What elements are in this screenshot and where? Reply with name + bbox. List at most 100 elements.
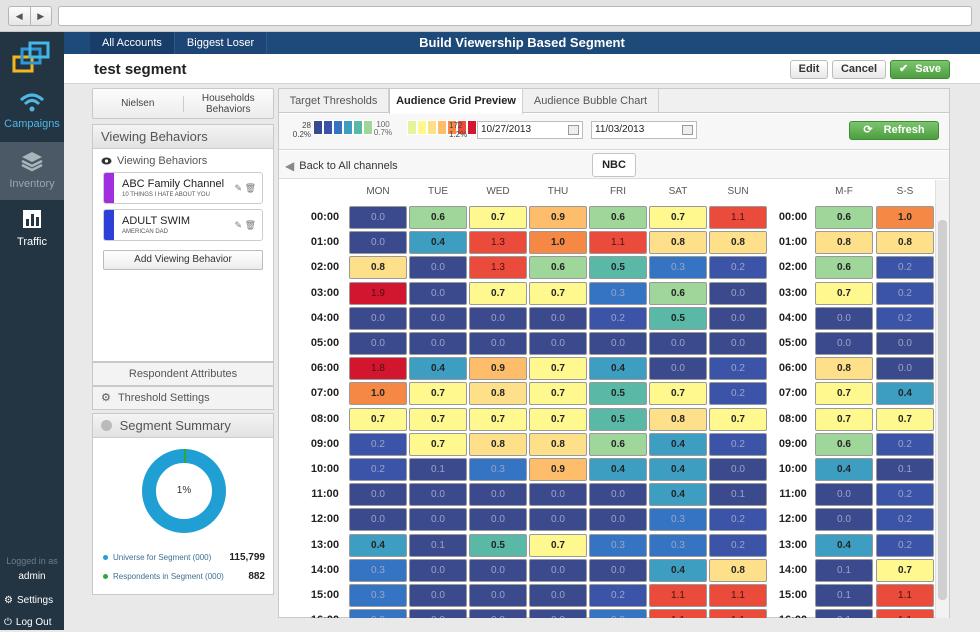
grid-cell[interactable]: 1.1	[649, 584, 707, 607]
grid-cell[interactable]: 0.2	[589, 306, 647, 330]
grid-cell[interactable]: 0.0	[815, 483, 873, 507]
grid-cell[interactable]: 0.4	[815, 533, 873, 557]
grid-cell[interactable]: 0.2	[876, 281, 934, 305]
grid-cell[interactable]: 0.8	[709, 231, 767, 255]
source-households[interactable]: Households Behaviors	[201, 92, 255, 115]
grid-cell[interactable]: 1.1	[876, 584, 934, 607]
grid-cell[interactable]: 0.6	[815, 256, 873, 280]
grid-cell[interactable]: 0.0	[349, 483, 407, 507]
pencil-icon[interactable]: ✎	[234, 183, 243, 193]
grid-cell[interactable]: 0.6	[589, 432, 647, 456]
tab-target-thresholds[interactable]: Target Thresholds	[279, 89, 389, 113]
viewing-behavior-item[interactable]: ADULT SWIM AMERICAN DAD ✎ 🗑	[103, 209, 263, 241]
grid-cell[interactable]: 1.3	[469, 231, 527, 255]
grid-cell[interactable]: 1.9	[349, 281, 407, 305]
grid-cell[interactable]: 0.4	[409, 357, 467, 381]
grid-cell[interactable]: 0.0	[589, 558, 647, 582]
grid-cell[interactable]: 0.0	[709, 458, 767, 481]
grid-cell[interactable]: 1.1	[876, 609, 934, 618]
grid-cell[interactable]: 0.6	[589, 206, 647, 229]
grid-cell[interactable]: 0.7	[529, 407, 587, 431]
grid-cell[interactable]: 0.0	[529, 306, 587, 330]
grid-cell[interactable]: 0.1	[409, 458, 467, 481]
grid-cell[interactable]: 0.5	[589, 407, 647, 431]
channel-badge[interactable]: NBC	[592, 153, 636, 177]
grid-cell[interactable]: 0.0	[589, 483, 647, 507]
grid-cell[interactable]: 0.4	[649, 458, 707, 481]
nav-traffic[interactable]: Traffic	[0, 200, 64, 258]
grid-cell[interactable]: 1.1	[709, 609, 767, 618]
grid-cell[interactable]: 0.0	[649, 357, 707, 381]
grid-cell[interactable]: 0.4	[589, 357, 647, 381]
forward-arrow-icon[interactable]: ▶	[37, 11, 45, 21]
scrollbar-thumb[interactable]	[938, 220, 947, 600]
url-bar[interactable]	[58, 6, 972, 26]
grid-cell[interactable]: 0.2	[709, 382, 767, 406]
grid-cell[interactable]: 0.3	[349, 584, 407, 607]
grid-cell[interactable]: 0.5	[649, 306, 707, 330]
pencil-icon[interactable]: ✎	[234, 220, 243, 230]
grid-cell[interactable]: 0.9	[529, 458, 587, 481]
edit-button[interactable]: Edit	[790, 60, 828, 79]
grid-cell[interactable]: 0.0	[469, 508, 527, 532]
tab-audience-grid-preview[interactable]: Audience Grid Preview	[389, 89, 523, 114]
breadcrumb-biggest-loser[interactable]: Biggest Loser	[174, 32, 268, 54]
grid-cell[interactable]: 0.7	[649, 382, 707, 406]
grid-cell[interactable]: 0.7	[709, 407, 767, 431]
grid-cell[interactable]: 0.6	[815, 432, 873, 456]
grid-cell[interactable]: 0.0	[529, 584, 587, 607]
grid-cell[interactable]: 0.0	[709, 306, 767, 330]
grid-cell[interactable]: 0.1	[876, 458, 934, 481]
grid-cell[interactable]: 0.7	[469, 206, 527, 229]
grid-cell[interactable]: 0.1	[709, 483, 767, 507]
grid-cell[interactable]: 0.0	[589, 508, 647, 532]
logout-link[interactable]: ⏻ Log Out	[0, 612, 64, 632]
grid-cell[interactable]: 0.3	[349, 558, 407, 582]
grid-cell[interactable]: 0.7	[815, 281, 873, 305]
grid-cell[interactable]: 0.0	[409, 558, 467, 582]
grid-cell[interactable]: 0.2	[876, 306, 934, 330]
grid-cell[interactable]: 0.0	[349, 508, 407, 532]
grid-cell[interactable]: 0.1	[815, 558, 873, 582]
grid-cell[interactable]: 0.4	[649, 483, 707, 507]
grid-cell[interactable]: 0.2	[349, 432, 407, 456]
grid-cell[interactable]: 0.7	[876, 407, 934, 431]
grid-cell[interactable]: 0.1	[815, 584, 873, 607]
grid-cell[interactable]: 0.0	[815, 508, 873, 532]
grid-cell[interactable]: 0.0	[469, 609, 527, 618]
grid-cell[interactable]: 0.0	[349, 231, 407, 255]
grid-cell[interactable]: 0.6	[409, 206, 467, 229]
grid-cell[interactable]: 1.3	[469, 256, 527, 280]
grid-cell[interactable]: 0.2	[876, 508, 934, 532]
segment-summary-header[interactable]: Segment Summary	[93, 414, 273, 438]
grid-cell[interactable]: 1.8	[349, 357, 407, 381]
grid-cell[interactable]: 0.8	[649, 407, 707, 431]
grid-cell[interactable]: 0.0	[529, 483, 587, 507]
back-to-channels-link[interactable]: ◀ Back to All channels	[285, 159, 398, 173]
calendar-icon[interactable]	[682, 125, 693, 135]
grid-cell[interactable]: 0.2	[709, 508, 767, 532]
grid-cell[interactable]: 0.8	[649, 231, 707, 255]
threshold-settings-row[interactable]: ⚙ Threshold Settings	[92, 386, 274, 410]
grid-cell[interactable]: 0.0	[876, 332, 934, 355]
grid-cell[interactable]: 0.8	[349, 256, 407, 280]
grid-cell[interactable]: 0.7	[469, 281, 527, 305]
grid-cell[interactable]: 0.4	[876, 382, 934, 406]
grid-cell[interactable]: 0.0	[529, 558, 587, 582]
grid-cell[interactable]: 0.0	[529, 332, 587, 355]
grid-cell[interactable]: 0.0	[349, 306, 407, 330]
grid-cell[interactable]: 0.4	[349, 533, 407, 557]
grid-cell[interactable]: 0.8	[469, 432, 527, 456]
viewing-behaviors-header[interactable]: Viewing Behaviors	[93, 125, 273, 149]
grid-cell[interactable]: 0.4	[589, 458, 647, 481]
grid-cell[interactable]: 0.2	[876, 483, 934, 507]
grid-cell[interactable]: 0.1	[409, 533, 467, 557]
grid-cell[interactable]: 0.3	[589, 533, 647, 557]
grid-cell[interactable]: 0.4	[649, 432, 707, 456]
grid-cell[interactable]: 0.8	[709, 558, 767, 582]
grid-cell[interactable]: 1.1	[649, 609, 707, 618]
grid-cell[interactable]: 0.8	[815, 357, 873, 381]
trash-icon[interactable]: 🗑	[244, 183, 256, 193]
grid-cell[interactable]: 0.4	[409, 231, 467, 255]
grid-cell[interactable]: 0.3	[649, 256, 707, 280]
